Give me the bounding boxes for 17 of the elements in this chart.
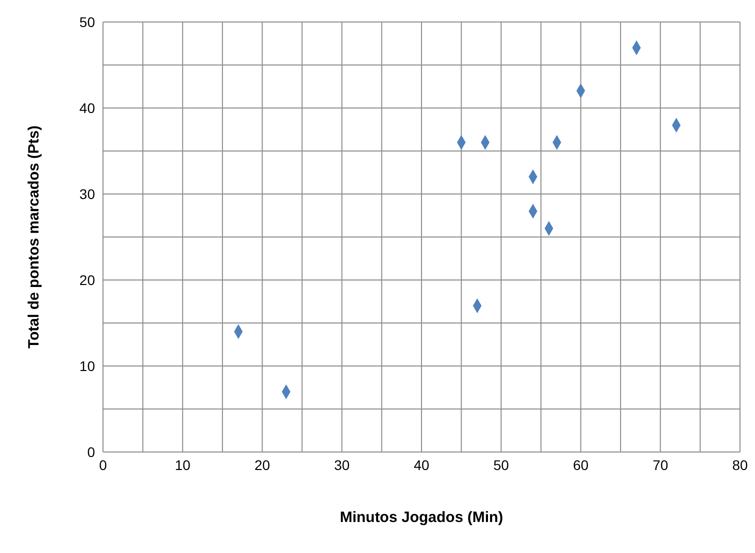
x-tick-label: 20 — [254, 456, 270, 473]
x-tick-label: 80 — [732, 456, 748, 473]
x-tick-label: 30 — [334, 456, 350, 473]
y-axis-title: Total de pontos marcados (Pts) — [25, 125, 42, 349]
y-tick-label: 0 — [87, 444, 96, 460]
y-tick-label: 50 — [79, 14, 96, 30]
y-tick-label: 30 — [79, 186, 96, 202]
x-tick-label: 10 — [174, 456, 191, 473]
x-tick-label: 0 — [99, 456, 108, 473]
x-axis-title: Minutos Jogados (Min) — [340, 509, 504, 526]
y-tick-label: 20 — [79, 272, 96, 288]
x-tick-label: 50 — [493, 456, 510, 473]
x-tick-label: 70 — [652, 456, 668, 473]
y-tick-label: 10 — [79, 358, 96, 374]
y-tick-label: 40 — [79, 100, 96, 116]
x-tick-label: 40 — [414, 456, 430, 473]
x-tick-label: 60 — [572, 456, 589, 473]
